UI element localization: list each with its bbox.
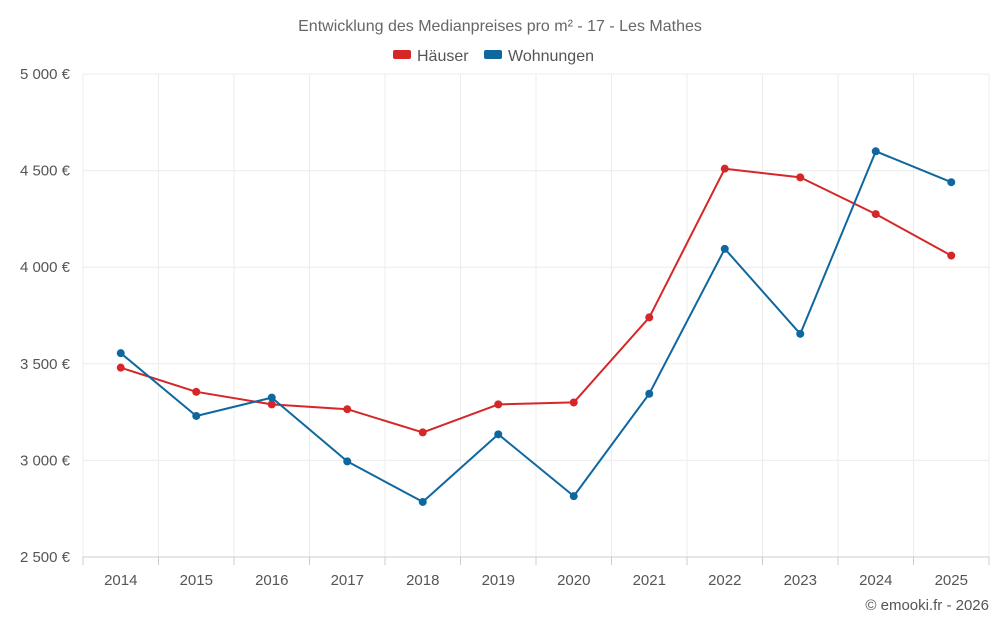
data-point-h-user[interactable] [645, 313, 654, 322]
data-point-h-user[interactable] [947, 251, 956, 260]
data-point-h-user[interactable] [796, 173, 805, 182]
legend-swatch [393, 50, 411, 59]
data-point-wohnungen[interactable] [418, 497, 427, 506]
data-point-h-user[interactable] [871, 210, 880, 219]
series-line-wohnungen [120, 150, 952, 503]
y-tick-label: 3 500 € [20, 356, 71, 373]
grid [82, 73, 990, 557]
chart-title: Entwicklung des Medianpreises pro m² - 1… [298, 18, 702, 35]
x-tick-label: 2017 [331, 572, 364, 589]
data-point-h-user[interactable] [116, 363, 125, 372]
x-tick-label: 2023 [784, 572, 817, 589]
series-line-h-user [120, 167, 952, 434]
data-point-wohnungen[interactable] [645, 389, 654, 398]
y-tick-label: 4 000 € [20, 259, 71, 276]
data-point-h-user[interactable] [192, 387, 201, 396]
data-point-h-user[interactable] [343, 405, 352, 414]
series-layer [116, 147, 956, 506]
y-tick-label: 5 000 € [20, 66, 71, 83]
x-tick-label: 2018 [406, 572, 439, 589]
y-tick-label: 4 500 € [20, 163, 71, 180]
x-tick-label: 2024 [859, 572, 892, 589]
x-tick-label: 2016 [255, 572, 288, 589]
data-point-h-user[interactable] [569, 398, 578, 407]
y-tick-label: 2 500 € [20, 549, 71, 566]
legend-label: Häuser [417, 48, 469, 65]
data-point-wohnungen[interactable] [871, 147, 880, 156]
legend-item-h-user[interactable]: Häuser [393, 48, 469, 65]
x-tick-label: 2020 [557, 572, 590, 589]
legend-label: Wohnungen [508, 48, 594, 65]
data-point-wohnungen[interactable] [569, 492, 578, 501]
x-tick-label: 2021 [633, 572, 666, 589]
data-point-wohnungen[interactable] [116, 349, 125, 358]
x-tick-label: 2015 [180, 572, 213, 589]
axes: 2 500 € 3 000 € 3 500 € 4 000 € 4 500 € 5 000… [20, 66, 990, 589]
data-point-h-user[interactable] [494, 400, 503, 409]
data-point-h-user[interactable] [418, 428, 427, 437]
legend-item-wohnungen[interactable]: Wohnungen [484, 48, 594, 65]
data-point-h-user[interactable] [267, 400, 276, 409]
data-point-wohnungen[interactable] [343, 457, 352, 466]
data-point-wohnungen[interactable] [192, 411, 201, 420]
data-point-h-user[interactable] [720, 164, 729, 173]
credit-text: © emooki.fr - 2026 [865, 597, 989, 614]
data-point-wohnungen[interactable] [947, 178, 956, 187]
x-tick-label: 2019 [482, 572, 515, 589]
x-tick-label: 2014 [104, 572, 137, 589]
legend-swatch [484, 50, 502, 59]
x-tick-label: 2022 [708, 572, 741, 589]
y-tick-label: 3 000 € [20, 452, 71, 469]
data-point-wohnungen[interactable] [494, 430, 503, 439]
data-point-wohnungen[interactable] [796, 329, 805, 338]
legend: Häuser Wohnungen [393, 48, 594, 65]
x-tick-label: 2025 [935, 572, 968, 589]
data-point-wohnungen[interactable] [267, 393, 276, 402]
data-point-wohnungen[interactable] [720, 244, 729, 253]
